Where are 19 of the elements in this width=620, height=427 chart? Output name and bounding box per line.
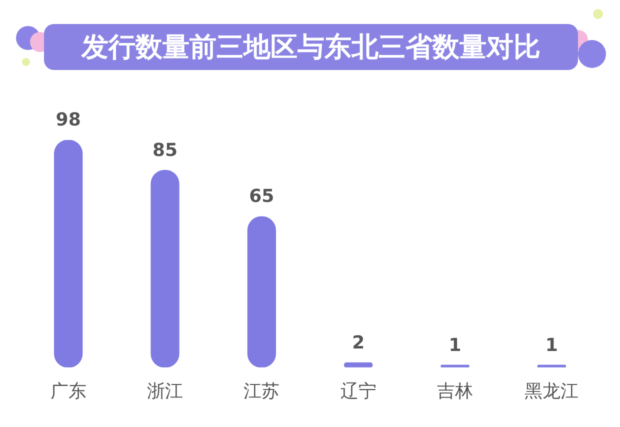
- data-label: 1: [545, 334, 558, 356]
- x-tick-label: 吉林: [437, 380, 473, 402]
- chart-title: 发行数量前三地区与东北三省数量对比: [44, 24, 578, 70]
- data-label: 1: [448, 334, 462, 356]
- bar: [537, 364, 566, 368]
- data-label: 2: [352, 332, 365, 354]
- x-tick-label: 黑龙江: [524, 380, 579, 402]
- bar: [247, 216, 276, 368]
- bar: [440, 364, 470, 368]
- x-tick-label: 广东: [50, 380, 86, 402]
- data-label: 85: [152, 140, 178, 161]
- data-label: 98: [56, 110, 81, 131]
- x-tick-label: 辽宁: [340, 380, 376, 402]
- data-label: 65: [249, 186, 274, 208]
- bar: [54, 140, 83, 368]
- bar: [344, 362, 373, 368]
- x-tick-label: 江苏: [244, 380, 280, 402]
- x-tick-label: 浙江: [147, 380, 183, 402]
- bar: [150, 170, 180, 368]
